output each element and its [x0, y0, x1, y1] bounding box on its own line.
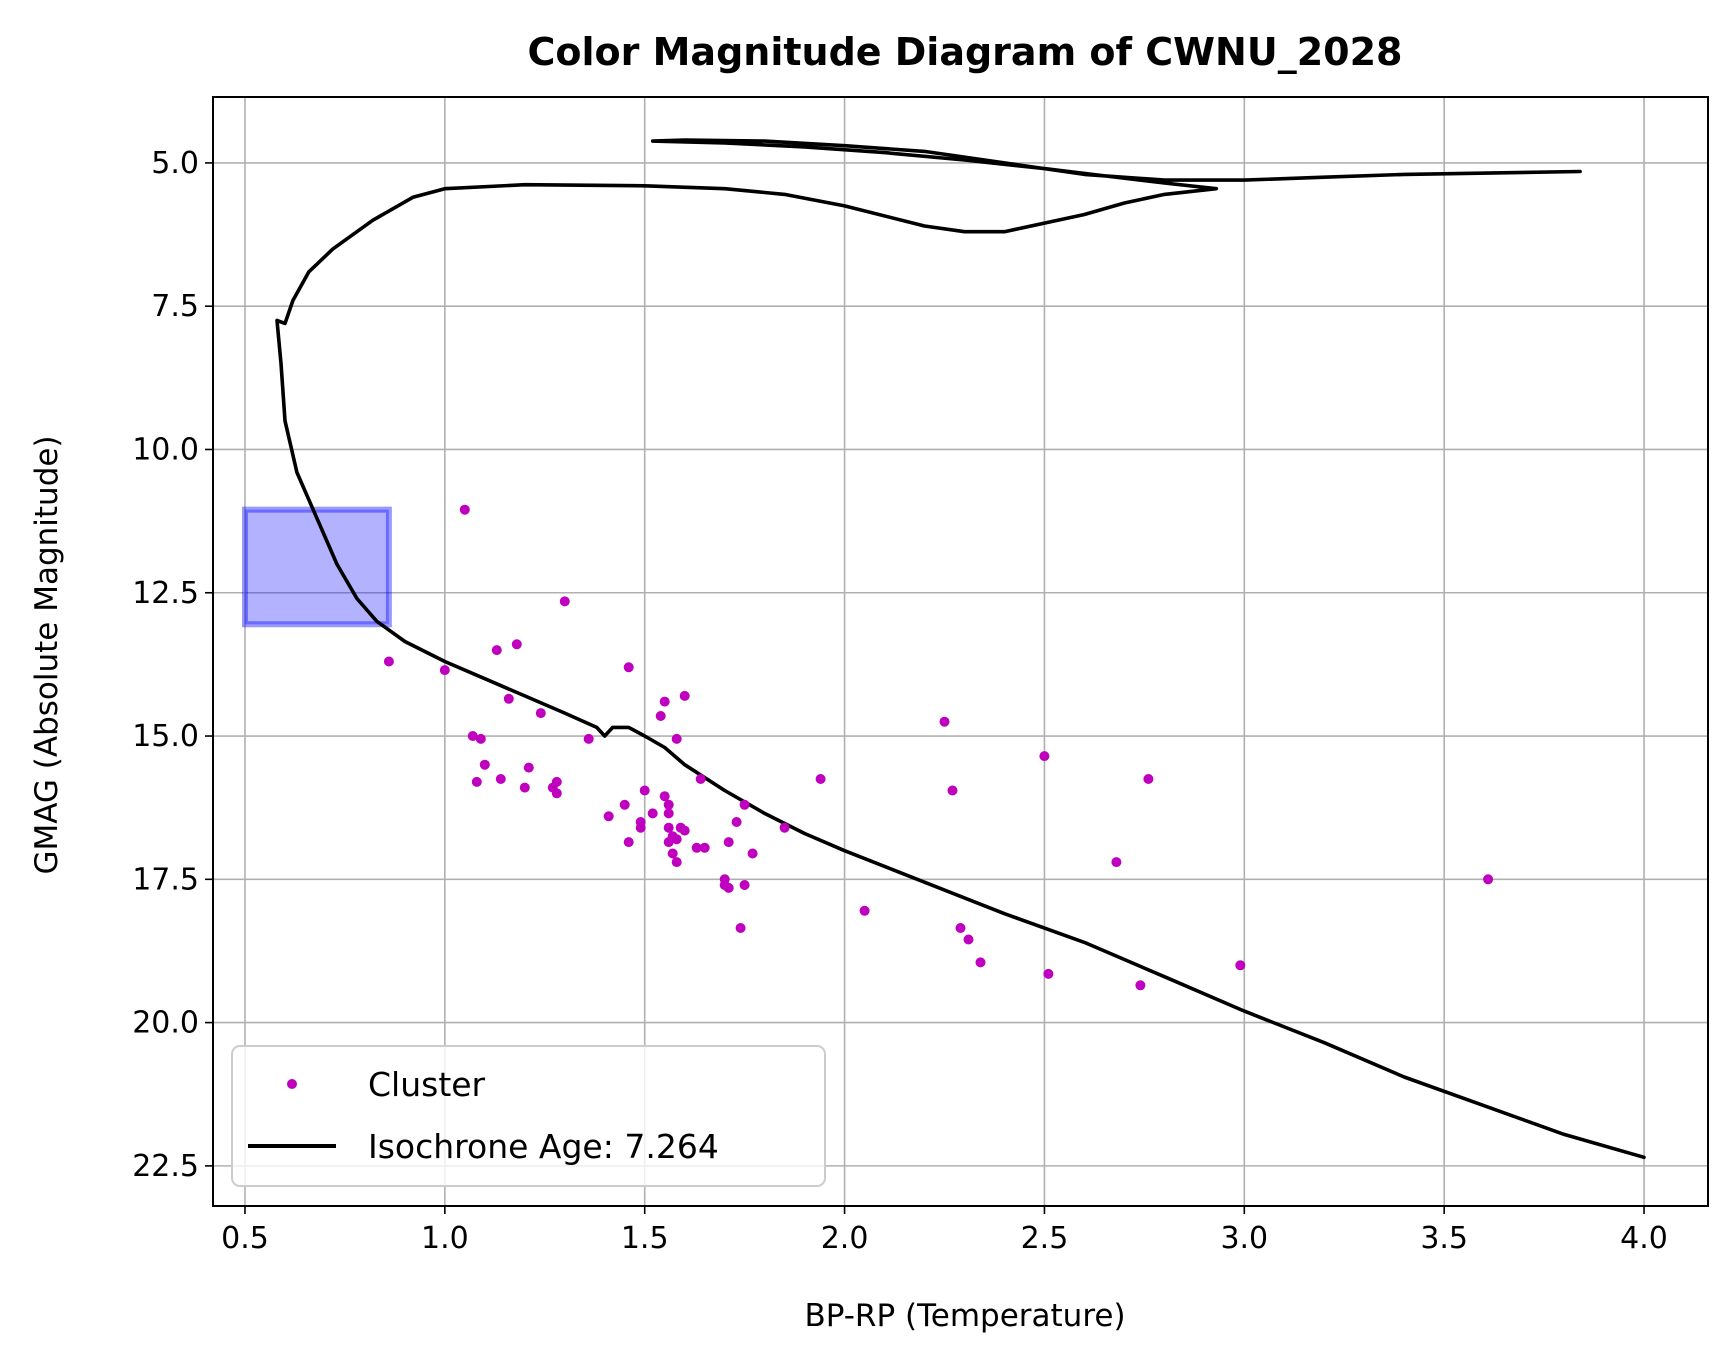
- cluster-point: [655, 711, 666, 721]
- ticks: 0.5 1.0 1.5 2.0 2.5 3.0 3.5 4.0 5.0 7.5 10.0 12.5 15…: [132, 146, 1668, 1256]
- cluster-point: [723, 882, 734, 893]
- cluster-point: [663, 822, 674, 833]
- cluster-point: [679, 825, 690, 836]
- highlight-layer: [241, 506, 392, 628]
- cluster-point: [519, 782, 530, 793]
- x-tick-label: 2.0: [821, 1221, 869, 1256]
- plot-frame: [212, 96, 1709, 1207]
- cluster-point: [495, 774, 506, 784]
- cluster-point: [467, 731, 478, 741]
- cluster-point: [551, 788, 562, 799]
- cluster-point: [471, 776, 482, 787]
- y-tick-label: 10.0: [132, 432, 199, 467]
- cluster-point: [459, 504, 470, 515]
- x-tick-label: 1.0: [421, 1221, 469, 1256]
- cluster-point: [639, 785, 650, 796]
- cluster-point: [619, 799, 630, 810]
- cluster-point: [691, 842, 702, 853]
- cluster-point: [1039, 751, 1050, 762]
- x-tick-label: 3.5: [1420, 1221, 1468, 1256]
- cluster-point: [939, 716, 950, 727]
- highlight-region: [241, 506, 392, 628]
- x-tick-label: 4.0: [1620, 1221, 1668, 1256]
- cluster-point: [647, 808, 658, 819]
- cluster-point: [1135, 980, 1146, 991]
- cluster-point: [635, 822, 646, 833]
- grid: [213, 97, 1708, 1206]
- y-tick-label: 15.0: [132, 719, 199, 754]
- cluster-point: [551, 776, 562, 787]
- cluster-point: [699, 842, 710, 853]
- chart-title: Color Magnitude Diagram of CWNU_2028: [528, 30, 1403, 74]
- cluster-point: [695, 774, 706, 784]
- cluster-point: [503, 693, 514, 704]
- cluster-point: [779, 822, 790, 833]
- cluster-point: [1143, 774, 1154, 784]
- cluster-point: [747, 848, 758, 859]
- x-tick-label: 2.5: [1021, 1221, 1069, 1256]
- cluster-point: [583, 733, 594, 744]
- cluster-point: [663, 837, 674, 848]
- cluster-point: [623, 662, 634, 673]
- cluster-point: [1111, 857, 1122, 868]
- isochrone-layer: [275, 138, 1646, 1160]
- y-tick-label: 7.5: [151, 289, 199, 324]
- cluster-point: [859, 905, 870, 916]
- cluster-points-layer: [383, 504, 1494, 991]
- cluster-point: [1235, 960, 1246, 971]
- cluster-point: [723, 837, 734, 848]
- cluster-point: [731, 817, 742, 827]
- cluster-point: [659, 696, 670, 707]
- y-tick-label: 20.0: [132, 1006, 199, 1041]
- cluster-point: [475, 733, 486, 744]
- legend: Cluster Isochrone Age: 7.264: [231, 1045, 826, 1187]
- y-tick-label: 17.5: [132, 862, 199, 897]
- cluster-point: [947, 785, 958, 796]
- cluster-point: [523, 762, 534, 773]
- cluster-point: [479, 759, 490, 770]
- cluster-point: [667, 848, 678, 859]
- cluster-point: [671, 733, 682, 744]
- cluster-point: [559, 596, 570, 607]
- cluster-point: [815, 774, 826, 784]
- cluster-point: [671, 857, 682, 868]
- y-axis-label: GMAG (Absolute Magnitude): [29, 435, 65, 874]
- cluster-point: [383, 656, 394, 667]
- y-tick-label: 5.0: [151, 146, 199, 181]
- y-tick-label: 22.5: [132, 1149, 199, 1184]
- cluster-point: [671, 834, 682, 845]
- cluster-point: [439, 665, 450, 676]
- cluster-point: [663, 799, 674, 810]
- cluster-point: [1043, 968, 1054, 979]
- legend-cluster-marker: [287, 1079, 297, 1089]
- legend-cluster-label: Cluster: [368, 1065, 486, 1104]
- cluster-point: [739, 880, 750, 890]
- cluster-point: [955, 923, 966, 933]
- x-axis-label: BP-RP (Temperature): [804, 1298, 1125, 1334]
- cluster-point: [1483, 874, 1494, 885]
- legend-box: [231, 1045, 826, 1187]
- cluster-point: [491, 645, 502, 656]
- legend-isochrone-label: Isochrone Age: 7.264: [368, 1127, 719, 1166]
- y-tick-label: 12.5: [132, 576, 199, 611]
- x-tick-label: 1.5: [621, 1221, 669, 1256]
- cluster-point: [975, 957, 986, 968]
- cluster-point: [963, 934, 974, 945]
- cluster-point: [659, 791, 670, 802]
- cluster-point: [679, 690, 690, 701]
- isochrone-line: [275, 138, 1646, 1160]
- cluster-point: [663, 808, 674, 819]
- cluster-point: [511, 639, 522, 650]
- cluster-point: [623, 837, 634, 848]
- cluster-point: [739, 799, 750, 810]
- x-tick-label: 0.5: [221, 1221, 269, 1256]
- cluster-point: [735, 923, 746, 933]
- cluster-point: [535, 708, 546, 719]
- cluster-point: [603, 811, 614, 822]
- x-tick-label: 3.0: [1220, 1221, 1268, 1256]
